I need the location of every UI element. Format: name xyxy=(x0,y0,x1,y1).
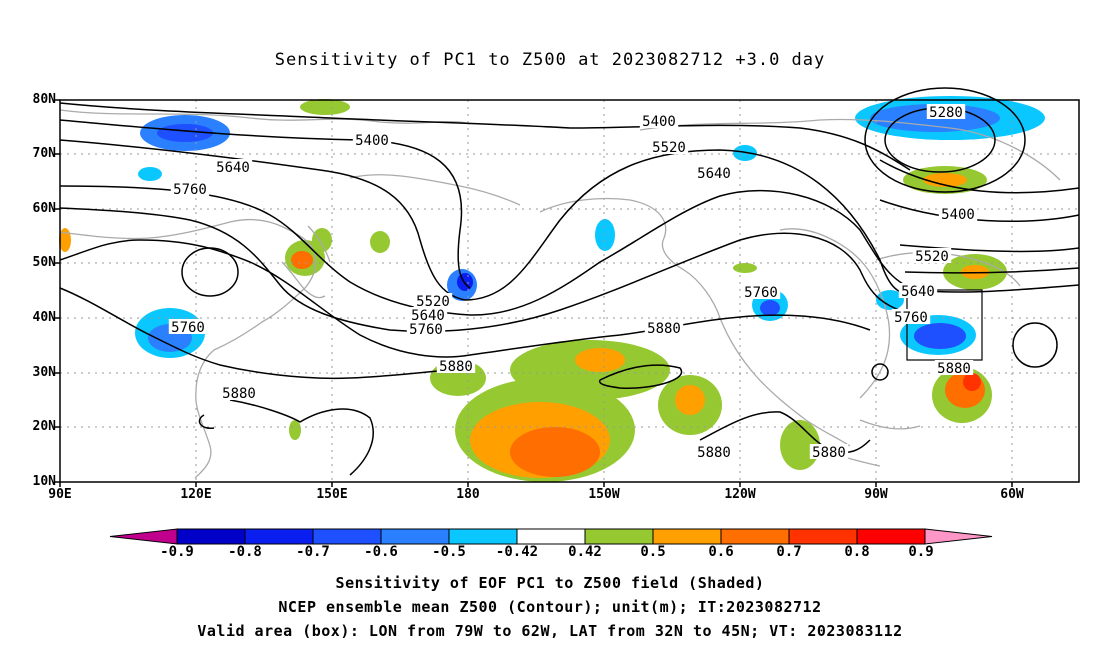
lat-label-20n: 20N xyxy=(32,419,56,434)
lon-label-150e: 150E xyxy=(316,487,348,502)
contour-label: 5280 xyxy=(926,104,966,121)
contour-label: 5760 xyxy=(741,284,781,301)
contour-label: 5400 xyxy=(938,206,978,223)
svg-text:5880: 5880 xyxy=(647,321,681,337)
colorbar-segment xyxy=(788,528,858,545)
contour-label: 5640 xyxy=(408,307,448,324)
svg-text:5400: 5400 xyxy=(941,207,975,223)
svg-text:5880: 5880 xyxy=(937,361,971,377)
map-title: Sensitivity of PC1 to Z500 at 2023082712… xyxy=(274,50,826,70)
svg-text:5640: 5640 xyxy=(697,166,731,182)
svg-text:5760: 5760 xyxy=(409,322,443,338)
svg-text:5760: 5760 xyxy=(744,285,778,301)
colorbar-segment xyxy=(652,528,722,545)
colorbar-segment xyxy=(516,528,586,545)
colorbar-label: 0.7 xyxy=(776,544,802,560)
lon-label-120e: 120E xyxy=(180,487,212,502)
caption-valid-area: Valid area (box): LON from 79W to 62W, L… xyxy=(197,622,903,640)
map-frame xyxy=(59,99,1080,483)
svg-text:5640: 5640 xyxy=(411,308,445,324)
contour-label: 5760 xyxy=(168,319,208,336)
lon-label-90e: 90E xyxy=(48,487,72,502)
contour-label: 5640 xyxy=(694,165,734,182)
lon-label-150w: 150W xyxy=(588,487,620,502)
svg-text:5880: 5880 xyxy=(439,359,473,375)
contour-label: 5760 xyxy=(406,321,446,338)
contour-label: 5640 xyxy=(898,283,938,300)
contour-label: 5880 xyxy=(644,320,684,337)
contour-label: 5400 xyxy=(352,132,392,149)
svg-text:5640: 5640 xyxy=(901,284,935,300)
colorbar-label: 0.42 xyxy=(568,544,602,560)
lon-label-120w: 120W xyxy=(724,487,756,502)
lat-label-70n: 70N xyxy=(32,146,56,161)
svg-text:5760: 5760 xyxy=(173,182,207,198)
colorbar-label: -0.7 xyxy=(296,544,330,560)
svg-text:5520: 5520 xyxy=(915,249,949,265)
grid-lines xyxy=(60,100,1079,482)
colorbar-label: 0.5 xyxy=(640,544,666,560)
contour-label: 5880 xyxy=(219,385,259,402)
axis-ticks xyxy=(55,99,1013,487)
caption-shaded: Sensitivity of EOF PC1 to Z500 field (Sh… xyxy=(335,574,765,592)
colorbar-right-arrow xyxy=(924,528,993,545)
colorbar-segment xyxy=(448,528,518,545)
svg-text:5400: 5400 xyxy=(355,133,389,149)
contour-label: 5400 xyxy=(639,113,679,130)
colorbar-label: -0.9 xyxy=(160,544,194,560)
contour-label: 5760 xyxy=(170,181,210,198)
lat-label-30n: 30N xyxy=(32,365,56,380)
svg-text:5880: 5880 xyxy=(697,445,731,461)
colorbar-label: 0.6 xyxy=(708,544,734,560)
contour-label: 5760 xyxy=(891,309,931,326)
colorbar-segment xyxy=(176,528,246,545)
z500-contours xyxy=(59,87,1080,476)
lat-label-80n: 80N xyxy=(32,92,56,107)
colorbar-segment xyxy=(244,528,314,545)
svg-text:5760: 5760 xyxy=(171,320,205,336)
colorbar-label: -0.42 xyxy=(495,544,539,560)
svg-text:5880: 5880 xyxy=(222,386,256,402)
svg-text:5400: 5400 xyxy=(642,114,676,130)
svg-text:5520: 5520 xyxy=(652,140,686,156)
svg-text:5760: 5760 xyxy=(894,310,928,326)
lat-label-40n: 40N xyxy=(32,310,56,325)
colorbar-segment xyxy=(856,528,926,545)
contour-label: 5880 xyxy=(694,444,734,461)
colorbar-label: 0.8 xyxy=(844,544,870,560)
lon-label-90w: 90W xyxy=(864,487,888,502)
lat-label-10n: 10N xyxy=(32,474,56,489)
contour-label: 5520 xyxy=(413,293,453,310)
lon-label-180: 180 xyxy=(456,487,480,502)
svg-text:5880: 5880 xyxy=(812,445,846,461)
contour-label: 5520 xyxy=(649,139,689,156)
colorbar-segment xyxy=(584,528,654,545)
contour-label: 5640 xyxy=(213,159,253,176)
colorbar xyxy=(109,528,993,545)
svg-text:5640: 5640 xyxy=(216,160,250,176)
colorbar-segment xyxy=(312,528,382,545)
colorbar-label: -0.8 xyxy=(228,544,262,560)
lat-label-60n: 60N xyxy=(32,201,56,216)
svg-text:5280: 5280 xyxy=(929,105,963,121)
colorbar-segment xyxy=(380,528,450,545)
contour-label: 5520 xyxy=(912,248,952,265)
contour-label: 5880 xyxy=(436,358,476,375)
colorbar-left-arrow xyxy=(109,528,178,545)
svg-text:5520: 5520 xyxy=(416,294,450,310)
lat-label-50n: 50N xyxy=(32,255,56,270)
contour-labels: 5400540055205640564057605760552056405760… xyxy=(168,104,978,461)
contour-label: 5880 xyxy=(809,444,849,461)
contour-label: 5880 xyxy=(934,360,974,377)
colorbar-label: -0.6 xyxy=(364,544,398,560)
colorbar-label: -0.5 xyxy=(432,544,466,560)
caption-contour: NCEP ensemble mean Z500 (Contour); unit(… xyxy=(278,598,822,616)
lon-label-60w: 60W xyxy=(1000,487,1024,502)
colorbar-segment xyxy=(720,528,790,545)
colorbar-label: 0.9 xyxy=(908,544,934,560)
